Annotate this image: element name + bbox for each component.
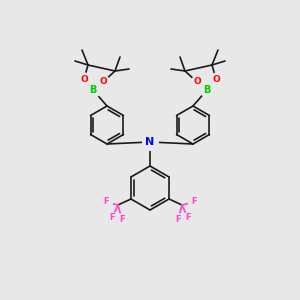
Text: B: B <box>203 85 211 95</box>
Text: F: F <box>119 214 125 224</box>
Text: O: O <box>193 77 201 86</box>
Text: O: O <box>212 74 220 83</box>
Text: F: F <box>191 197 197 206</box>
Text: F: F <box>103 197 109 206</box>
Text: F: F <box>175 214 181 224</box>
Text: F: F <box>109 214 115 223</box>
Text: N: N <box>146 137 154 147</box>
Text: O: O <box>80 74 88 83</box>
Text: O: O <box>99 77 107 86</box>
Text: F: F <box>185 214 191 223</box>
Text: B: B <box>89 85 97 95</box>
